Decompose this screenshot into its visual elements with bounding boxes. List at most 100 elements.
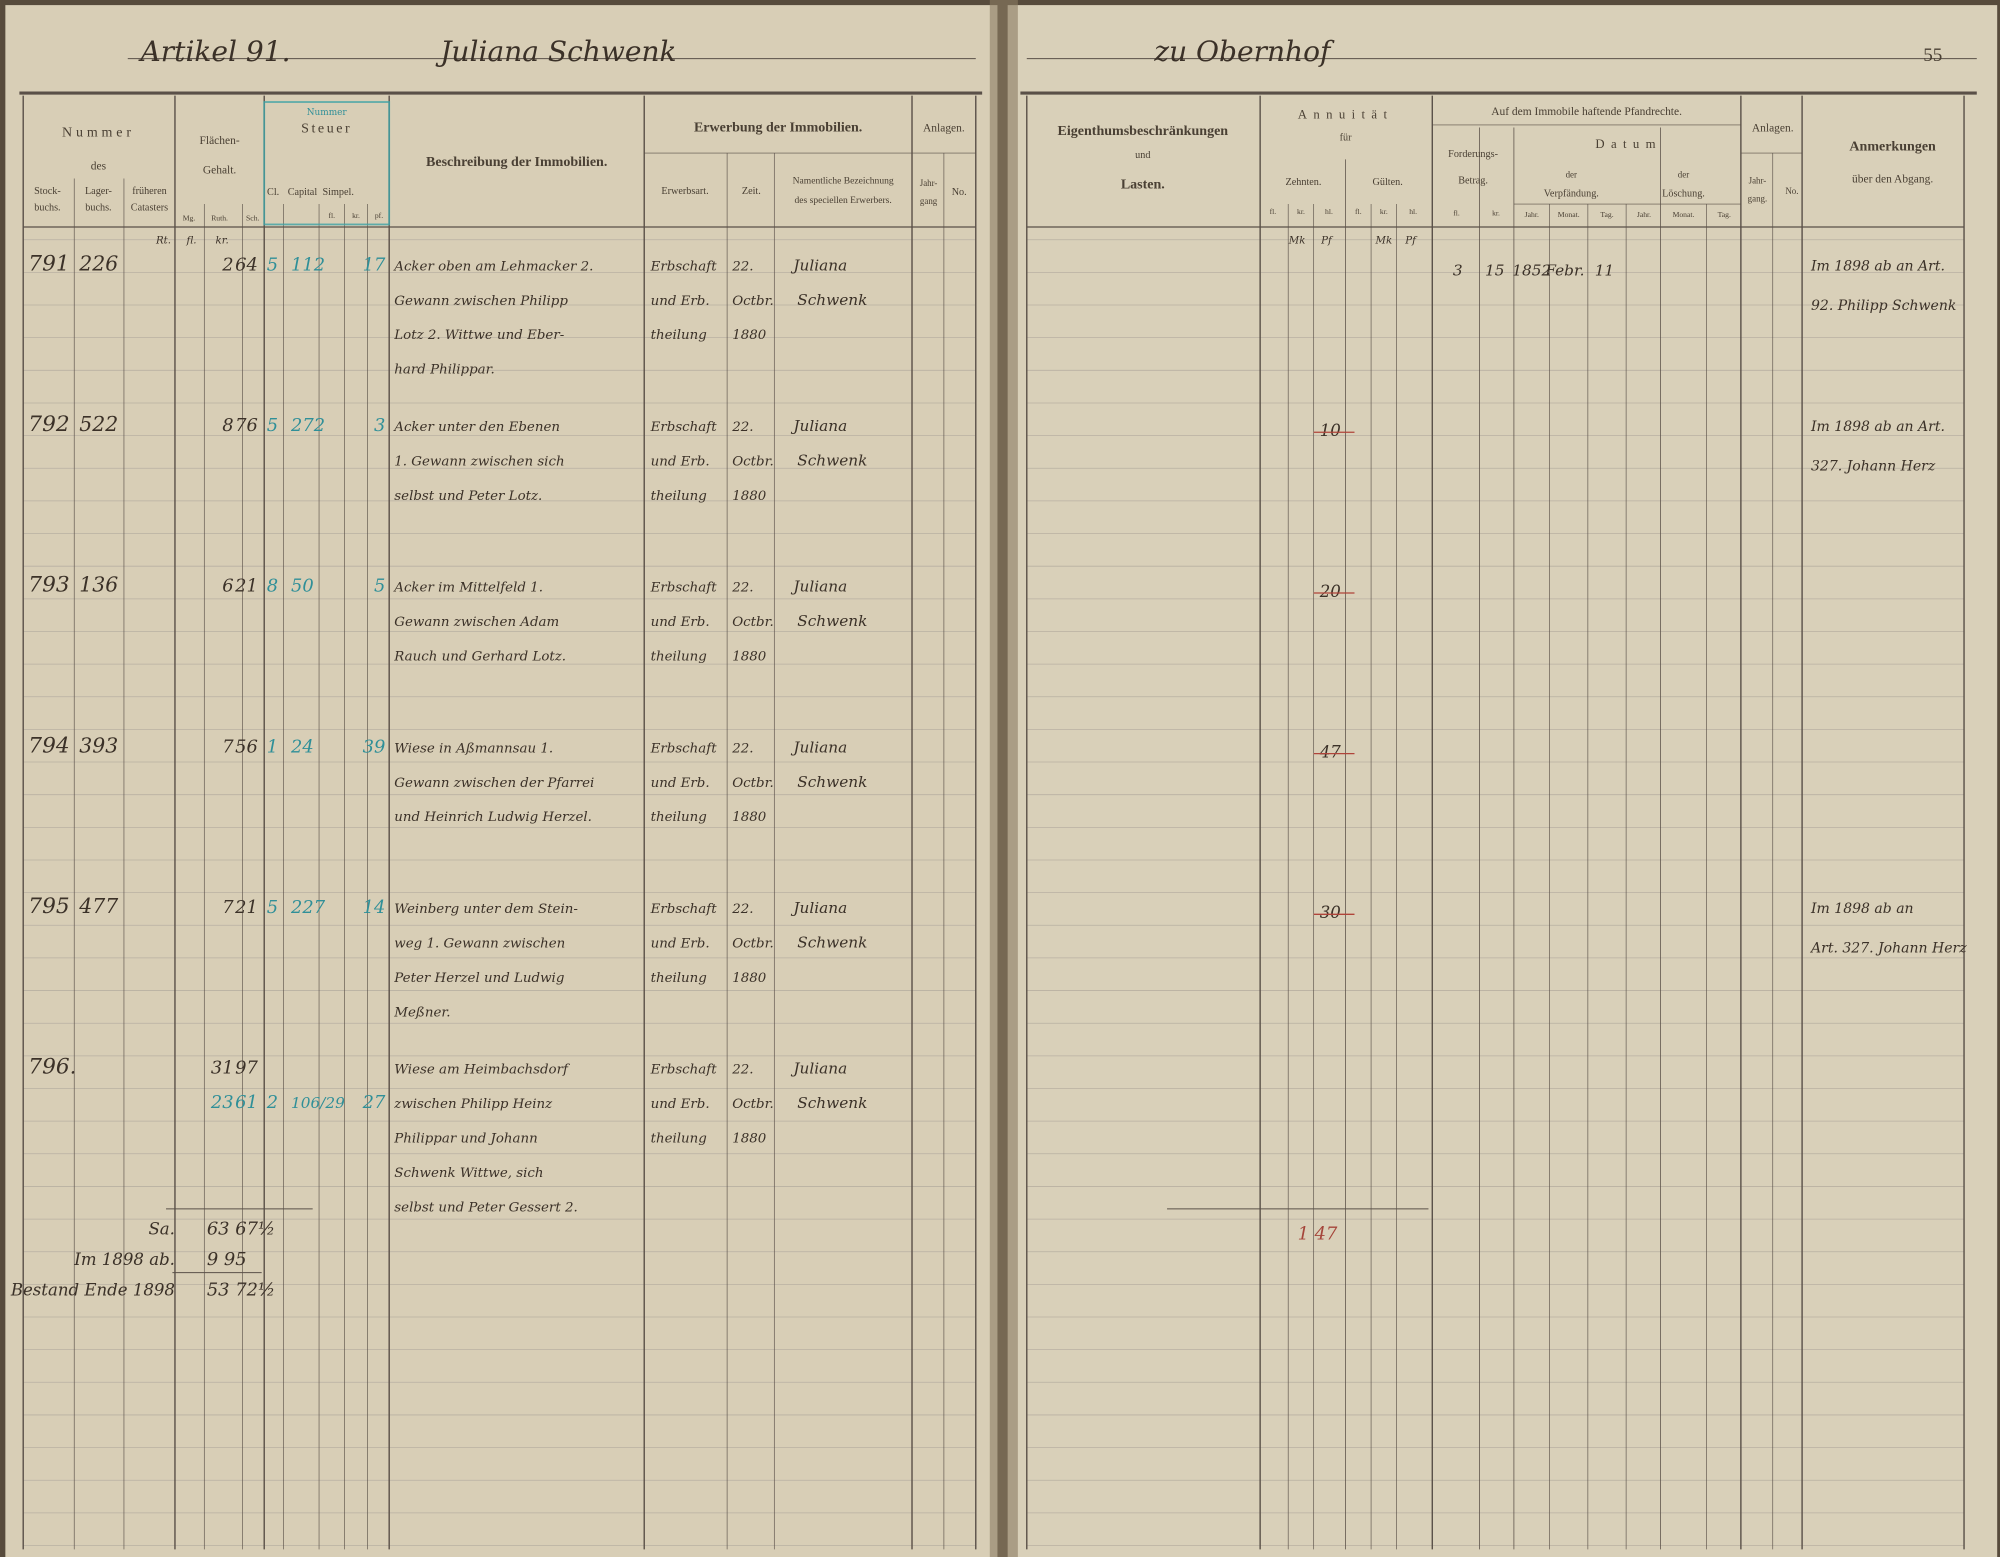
- label: No.: [1785, 186, 1798, 196]
- tax-capital: 272: [290, 415, 325, 436]
- area: 61: [235, 1092, 258, 1113]
- acquisition-type: und Erb.: [651, 936, 710, 951]
- acquisition-type: Erbschaft: [650, 259, 718, 274]
- acquisition-type: und Erb.: [651, 294, 710, 309]
- label: Löschung.: [1662, 188, 1705, 199]
- acquisition-date: 1880: [732, 650, 767, 665]
- remark: Im 1898 ab an: [1810, 901, 1914, 917]
- acquirer: Schwenk: [797, 773, 867, 791]
- tax-class: 5: [267, 415, 278, 436]
- label: Forderungs-: [1448, 149, 1498, 160]
- description: weg 1. Gewann zwischen: [394, 936, 565, 951]
- description: Rauch und Gerhard Lotz.: [393, 650, 566, 665]
- area: 31: [211, 1058, 234, 1079]
- label: Betrag.: [1458, 176, 1488, 187]
- acquisition-type: theilung: [651, 650, 707, 665]
- acquisition-type: und Erb.: [651, 615, 710, 630]
- label: Rt.: [155, 236, 171, 247]
- description: Schwenk Wittwe, sich: [394, 1166, 543, 1181]
- description: 1. Gewann zwischen sich: [394, 454, 564, 469]
- tax-capital: 24: [290, 736, 314, 757]
- label: Nummer: [62, 125, 135, 140]
- acquisition-date: Octbr.: [732, 776, 774, 791]
- label: kr.: [216, 236, 229, 247]
- label: Monat.: [1558, 210, 1580, 219]
- label: Capital: [288, 187, 318, 198]
- acquirer: Schwenk: [797, 451, 867, 469]
- label: Zehnten.: [1286, 177, 1322, 188]
- acquisition-type: theilung: [651, 810, 707, 825]
- acquisition-date: Octbr.: [732, 454, 774, 469]
- tax-simpel: 27: [362, 1092, 386, 1113]
- label: der: [1566, 169, 1577, 179]
- acquirer: Schwenk: [797, 612, 867, 630]
- mortgage-jahr: 1852: [1512, 261, 1551, 279]
- acquisition-type: Erbschaft: [650, 1063, 718, 1078]
- label: Erwerbsart.: [661, 186, 708, 197]
- acquisition-date: 22.: [731, 902, 753, 917]
- label: des speciellen Erwerbers.: [795, 195, 892, 206]
- total-value: 63 67½: [207, 1218, 275, 1239]
- stock-number: 795: [28, 894, 69, 919]
- tax-simpel: 17: [363, 254, 386, 275]
- gutter: [989, 0, 1018, 1557]
- acquirer: Schwenk: [797, 933, 867, 951]
- label: Lasten.: [1121, 178, 1165, 193]
- lager-number: 522: [79, 412, 118, 436]
- label: fl.: [1270, 207, 1277, 216]
- acquirer: Juliana: [790, 899, 847, 917]
- label: hl.: [1325, 207, 1333, 216]
- label: Anmerkungen: [1849, 139, 1936, 154]
- label: No.: [952, 187, 967, 198]
- description: Acker oben am Lehmacker 2.: [392, 259, 593, 274]
- remark: 92. Philipp Schwenk: [1811, 298, 1956, 314]
- label: Beschreibung der Immobilien.: [426, 155, 607, 170]
- zehnten: 47: [1319, 742, 1342, 761]
- acquisition-date: 22.: [731, 741, 753, 756]
- label: Catasters: [131, 202, 168, 213]
- acquisition-date: Octbr.: [732, 1097, 774, 1112]
- description: Wiese am Heimbachsdorf: [394, 1063, 570, 1078]
- label: Annuität: [1298, 108, 1394, 122]
- lager-number: 393: [79, 733, 118, 757]
- label: kr.: [1492, 209, 1500, 218]
- total-value: 53 72½: [207, 1280, 275, 1301]
- label: Auf dem Immobile haftende Pfandrechte.: [1491, 106, 1682, 118]
- label: über den Abgang.: [1852, 173, 1933, 185]
- acquisition-date: 1880: [732, 1132, 767, 1147]
- acquirer: Schwenk: [797, 291, 867, 309]
- tax-class: 2: [266, 1092, 278, 1113]
- label: Nummer: [307, 108, 348, 118]
- label: des: [91, 161, 107, 173]
- acquisition-type: Erbschaft: [650, 581, 718, 596]
- acquirer: Juliana: [790, 256, 847, 274]
- tax-capital: 227: [290, 897, 326, 918]
- stamp: [263, 101, 391, 226]
- area: 97: [235, 1058, 258, 1079]
- description: zwischen Philipp Heinz: [393, 1097, 553, 1112]
- zehnten: 20: [1319, 582, 1342, 601]
- acquirer: Schwenk: [797, 1094, 867, 1112]
- area: 7: [222, 897, 234, 918]
- label: Gülten.: [1373, 177, 1403, 188]
- total-value: 9 95: [207, 1249, 247, 1270]
- description: Peter Herzel und Ludwig: [393, 971, 564, 986]
- mortgage-tag: 11: [1595, 261, 1614, 279]
- left-page: [5, 5, 998, 1557]
- description: und Heinrich Ludwig Herzel.: [394, 810, 592, 825]
- description: Weinberg unter dem Stein-: [394, 902, 578, 917]
- acquisition-date: 22.: [731, 1063, 753, 1078]
- description: Lotz 2. Wittwe und Eber-: [393, 328, 564, 343]
- label: Mg.: [183, 214, 196, 223]
- label: kr.: [1297, 207, 1305, 216]
- area: 7: [222, 736, 234, 757]
- label: Anlagen.: [923, 122, 965, 134]
- acquisition-type: theilung: [651, 328, 707, 343]
- tax-capital: 50: [291, 576, 314, 597]
- lager-number: 226: [78, 251, 118, 275]
- tax-class: 5: [267, 254, 278, 275]
- area: 21: [234, 897, 258, 918]
- acquisition-date: Octbr.: [732, 936, 774, 951]
- lager-number: 136: [79, 573, 118, 597]
- label: Mk: [1375, 236, 1393, 247]
